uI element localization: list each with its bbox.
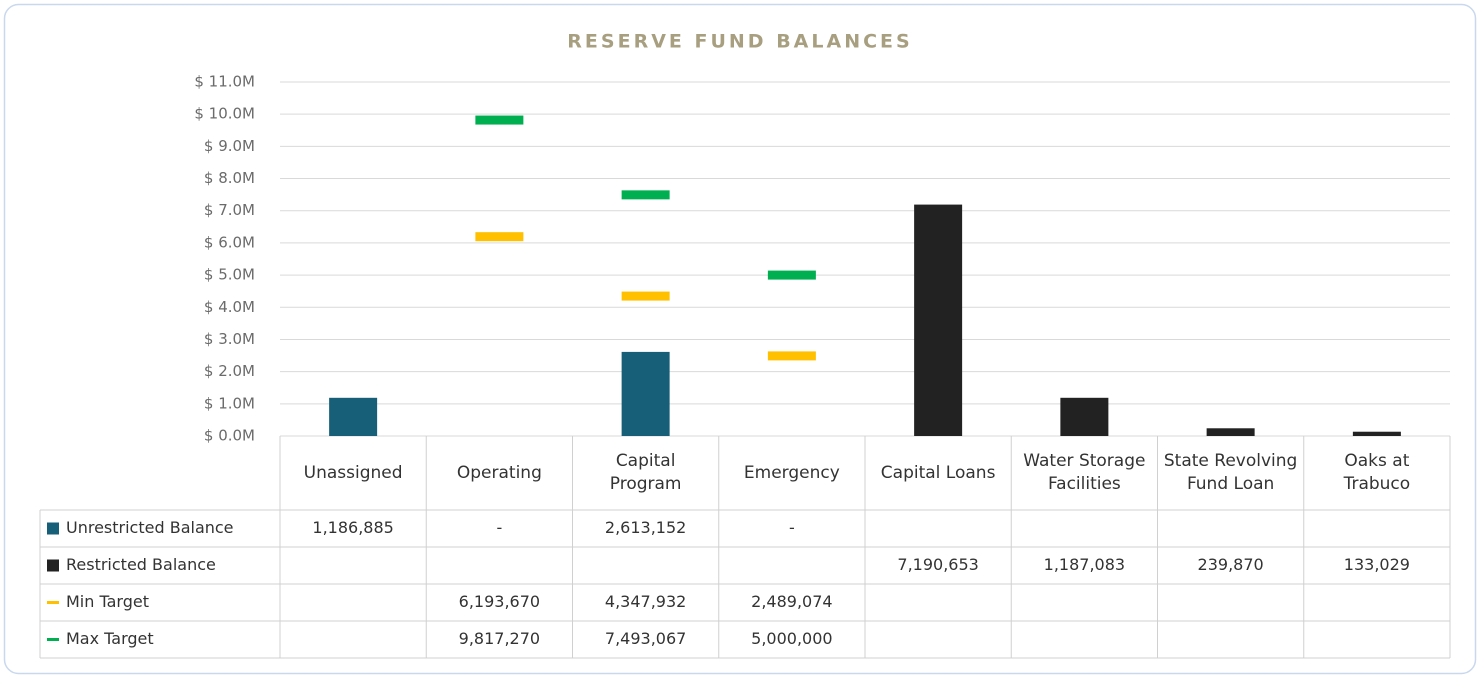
x-tick-label: State Revolving Fund Loan [1163, 451, 1298, 494]
legend-swatch [47, 638, 59, 641]
y-tick-label: $ 7.0M [204, 201, 255, 219]
y-tick-label: $ 11.0M [194, 73, 255, 91]
y-tick-label: $ 9.0M [204, 137, 255, 155]
data-label: 2,489,074 [751, 592, 832, 611]
y-tick-label: $ 5.0M [204, 266, 255, 284]
data-label: 239,870 [1198, 555, 1264, 574]
bar [914, 204, 963, 436]
legend-swatch [47, 559, 59, 572]
legend-swatch [47, 522, 59, 535]
x-tick-label: Oaks at Trabuco [1343, 451, 1411, 494]
data-label: - [496, 518, 502, 537]
legend-label: Max Target [66, 629, 154, 648]
x-tick-label: Capital Program [609, 451, 682, 494]
data-label: 4,347,932 [605, 592, 686, 611]
x-tick-label: Water Storage Facilities [1023, 451, 1146, 494]
x-tick-label: Emergency [743, 462, 840, 483]
data-label: 7,190,653 [897, 555, 978, 574]
legend-label: Unrestricted Balance [66, 518, 234, 537]
y-tick-label: $ 8.0M [204, 169, 255, 187]
y-tick-label: $ 0.0M [204, 427, 255, 445]
legend-swatch [47, 601, 59, 604]
data-label: 2,613,152 [605, 518, 686, 537]
target-marker [767, 351, 816, 361]
x-tick-label: Capital Loans [880, 462, 996, 483]
y-tick-label: $ 10.0M [194, 105, 255, 123]
x-tick-label: Unassigned [303, 462, 403, 483]
target-marker [475, 115, 524, 125]
data-label: 1,186,885 [312, 518, 393, 537]
y-tick-label: $ 1.0M [204, 394, 255, 412]
bar [1206, 428, 1255, 436]
chart-title: RESERVE FUND BALANCES [567, 31, 912, 53]
data-label: 5,000,000 [751, 629, 832, 648]
bar [1060, 397, 1109, 436]
y-tick-label: $ 3.0M [204, 330, 255, 348]
legend-label: Min Target [66, 592, 149, 611]
y-tick-label: $ 2.0M [204, 362, 255, 380]
data-label: - [789, 518, 795, 537]
data-label: 133,029 [1344, 555, 1410, 574]
y-tick-label: $ 6.0M [204, 233, 255, 251]
y-tick-label: $ 4.0M [204, 298, 255, 316]
x-tick-label: Operating [456, 462, 542, 483]
target-marker [621, 291, 670, 301]
data-label: 9,817,270 [459, 629, 540, 648]
bar [621, 351, 670, 436]
bar [329, 397, 378, 436]
target-marker [767, 270, 816, 280]
target-marker [475, 232, 524, 242]
bar [1352, 431, 1401, 436]
data-label: 1,187,083 [1044, 555, 1125, 574]
target-marker [621, 190, 670, 200]
data-label: 7,493,067 [605, 629, 686, 648]
data-label: 6,193,670 [459, 592, 540, 611]
legend-label: Restricted Balance [66, 555, 216, 574]
